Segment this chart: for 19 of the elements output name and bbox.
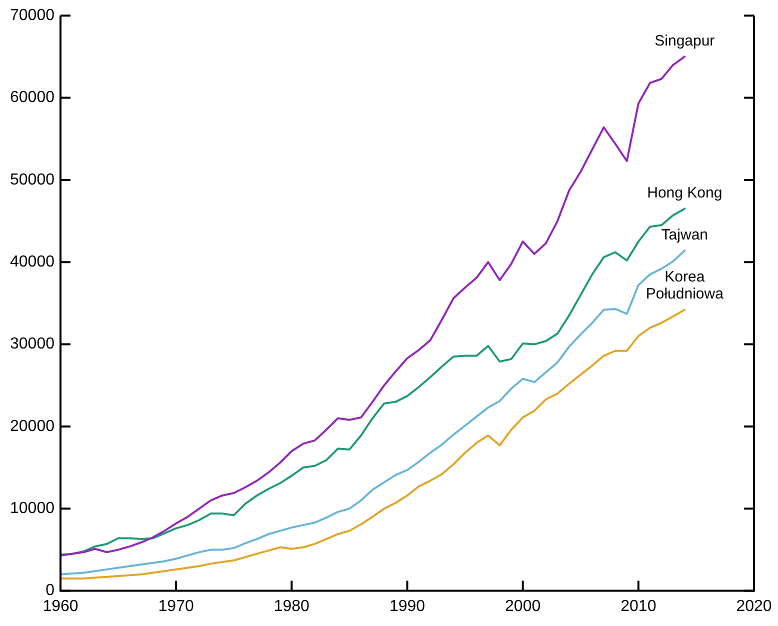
series-label: Singapur [654, 32, 715, 50]
x-tick-label: 1980 [274, 598, 310, 615]
y-tick-label: 70000 [10, 7, 55, 24]
x-tick-label: 2000 [505, 598, 541, 615]
y-tick-label: 50000 [10, 171, 55, 188]
series-label: Hong Kong [647, 184, 722, 202]
y-tick-label: 20000 [10, 418, 55, 435]
x-tick-label: 1970 [158, 598, 194, 615]
series-label: Tajwan [661, 226, 708, 244]
y-tick-label: 40000 [10, 254, 55, 271]
series-label: Korea Południowa [646, 268, 724, 302]
x-tick-label: 2020 [736, 598, 772, 615]
x-tick-label: 2010 [620, 598, 656, 615]
y-tick-label: 30000 [10, 336, 55, 353]
y-tick-label: 10000 [10, 500, 55, 518]
x-tick-label: 1960 [42, 598, 78, 615]
x-tick-label: 1990 [389, 598, 426, 615]
y-tick-label: 0 [46, 582, 55, 600]
y-tick-label: 60000 [10, 89, 55, 106]
